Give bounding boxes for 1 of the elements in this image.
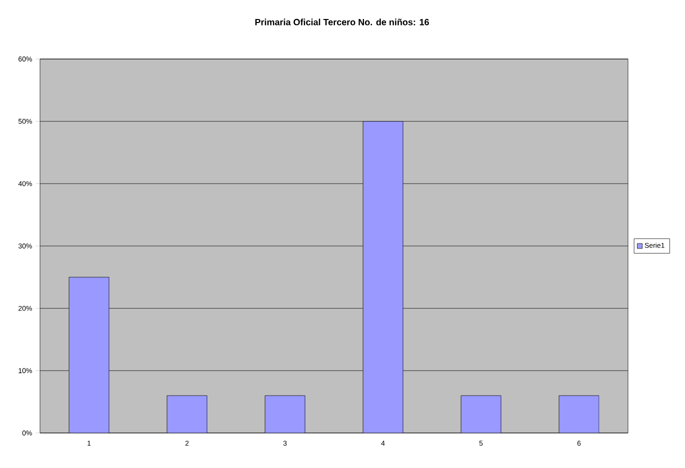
chart-title: Primaria Oficial Tercero No. de niños: 16 xyxy=(255,18,429,26)
